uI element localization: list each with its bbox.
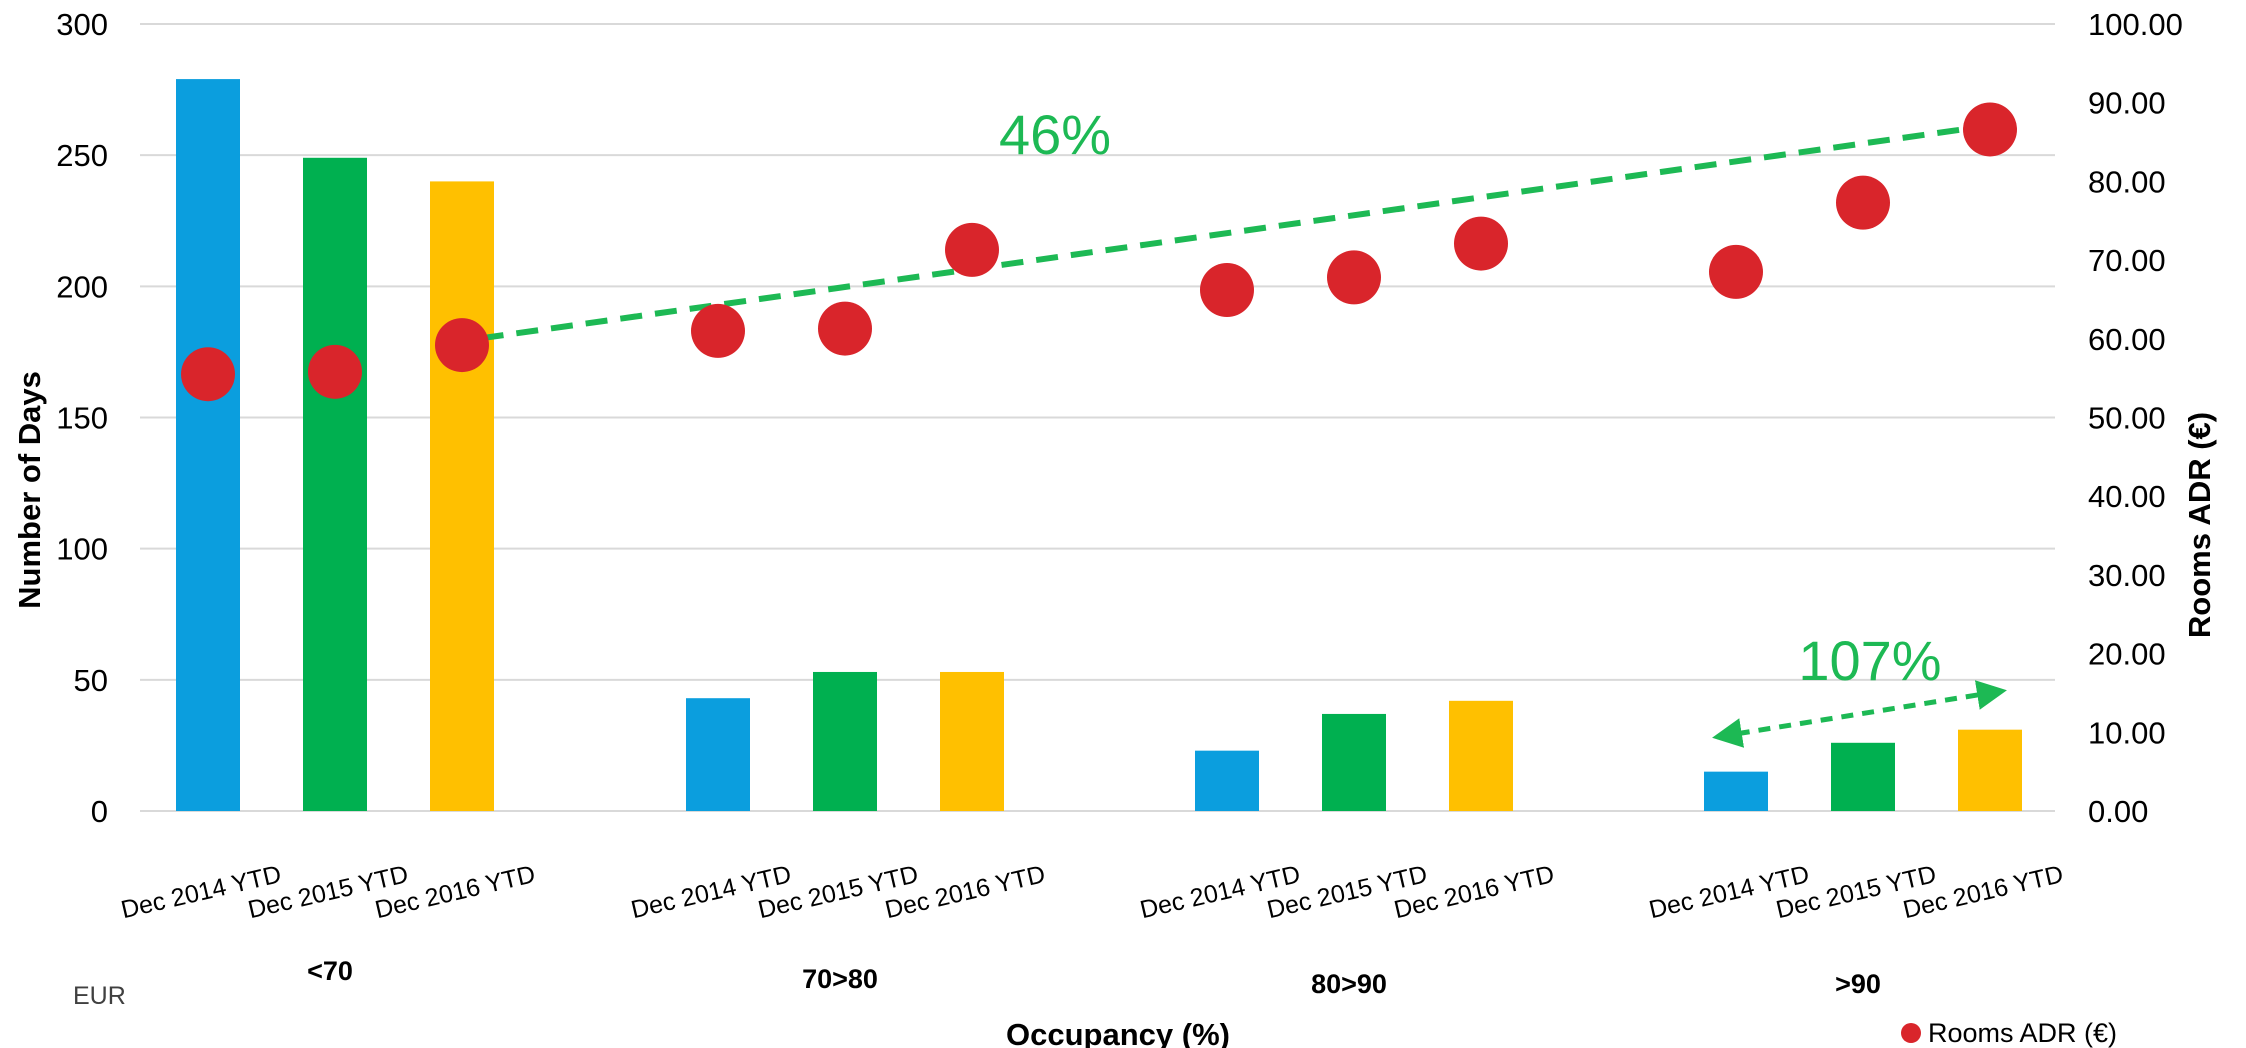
group-labels: <70 70>80 80>90 >90 <box>307 956 1881 999</box>
legend-label-adr: Rooms ADR (€) <box>1928 1018 2117 1048</box>
y-axis-right-title: Rooms ADR (€) <box>2182 412 2217 638</box>
bar <box>430 181 494 811</box>
adr-marker <box>1327 250 1381 305</box>
adr-marker <box>691 303 745 358</box>
group-label: >90 <box>1835 969 1881 999</box>
bar <box>1195 750 1259 811</box>
adr-marker <box>1454 216 1508 271</box>
right-tick-label: 0.00 <box>2088 794 2148 829</box>
bar <box>303 157 367 812</box>
adr-marker <box>945 222 999 277</box>
legend: Rooms ADR (€) <box>1901 1018 2117 1048</box>
bar <box>1322 713 1386 811</box>
bar <box>1831 742 1895 811</box>
adr-marker <box>1963 102 2017 157</box>
bar <box>813 671 877 811</box>
adr-marker <box>1200 263 1254 318</box>
bar <box>176 79 240 812</box>
left-tick-label: 50 <box>74 663 108 698</box>
bar <box>1958 729 2022 811</box>
left-tick-label: 0 <box>91 794 108 829</box>
annotation-label-107: 107% <box>1798 629 1941 692</box>
adr-marker <box>818 301 872 356</box>
left-tick-label: 100 <box>56 532 108 567</box>
annotation-label-46: 46% <box>999 103 1111 166</box>
adr-marker <box>1709 244 1763 299</box>
annotation-arrow-107 <box>1712 680 2007 748</box>
left-axis-ticks: 0 50 100 150 200 250 300 <box>56 7 108 829</box>
right-tick-label: 80.00 <box>2088 164 2166 199</box>
adr-marker <box>181 347 235 402</box>
left-tick-label: 150 <box>56 401 108 436</box>
right-tick-label: 20.00 <box>2088 637 2166 672</box>
adr-marker <box>1836 175 1890 230</box>
bar <box>940 671 1004 811</box>
right-tick-label: 100.00 <box>2088 7 2183 42</box>
right-tick-label: 10.00 <box>2088 715 2166 750</box>
bar <box>1449 700 1513 811</box>
group-label: 80>90 <box>1311 969 1387 999</box>
x-axis-title: Occupancy (%) <box>1006 1017 1230 1048</box>
currency-note: EUR <box>73 982 126 1010</box>
annotations: 46% 107% <box>441 103 2011 748</box>
right-tick-label: 30.00 <box>2088 558 2166 593</box>
right-tick-label: 60.00 <box>2088 322 2166 357</box>
legend-marker-adr <box>1901 1023 1921 1043</box>
adr-marker <box>435 318 489 373</box>
bar <box>686 698 750 811</box>
left-tick-label: 250 <box>56 138 108 173</box>
right-tick-label: 50.00 <box>2088 401 2166 436</box>
adr-markers <box>181 102 2017 402</box>
right-tick-label: 70.00 <box>2088 243 2166 278</box>
right-tick-label: 40.00 <box>2088 479 2166 514</box>
left-tick-label: 300 <box>56 7 108 42</box>
left-tick-label: 200 <box>56 269 108 304</box>
adr-marker <box>308 344 362 399</box>
right-axis-ticks: 0.00 10.00 20.00 30.00 40.00 50.00 60.00 70.00 8… <box>2088 7 2183 829</box>
right-tick-label: 90.00 <box>2088 86 2166 121</box>
group-label: <70 <box>307 956 353 986</box>
bar <box>1704 771 1768 811</box>
y-axis-left-title: Number of Days <box>12 371 47 609</box>
bars <box>176 79 2022 812</box>
group-label: 70>80 <box>802 964 878 994</box>
